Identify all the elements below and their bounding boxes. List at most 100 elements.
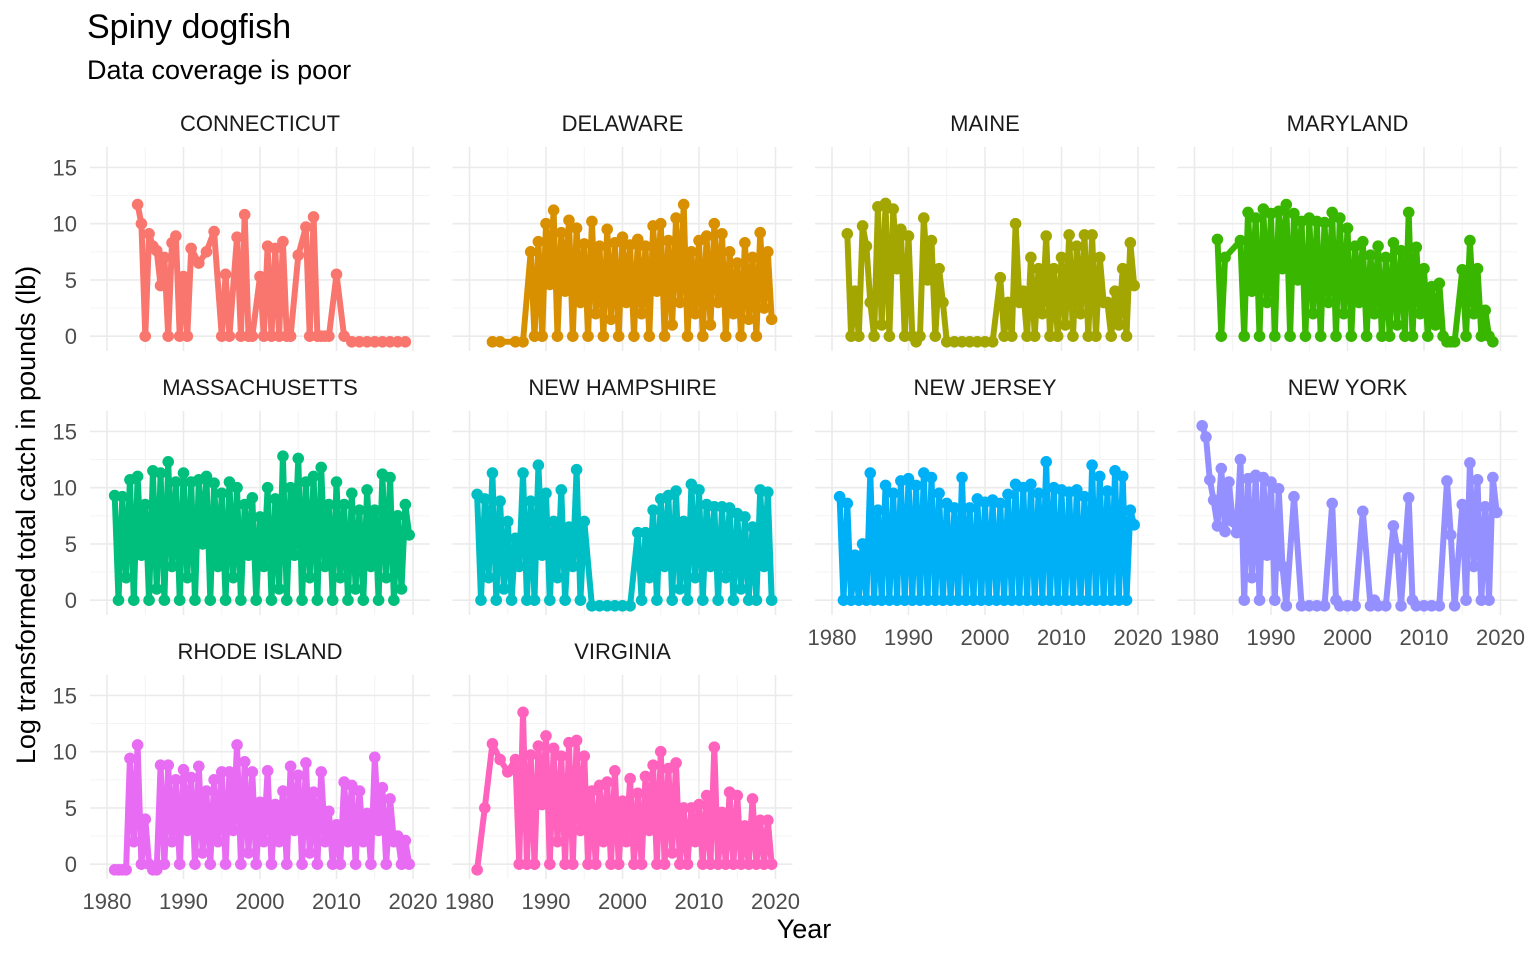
data-point	[685, 246, 698, 258]
data-point	[1246, 285, 1258, 297]
data-point	[948, 502, 961, 514]
x-tick-label: 2020	[1114, 625, 1163, 650]
data-point	[624, 772, 636, 785]
data-point	[704, 560, 717, 573]
data-point	[891, 262, 903, 275]
data-point	[712, 296, 724, 309]
data-point	[486, 738, 499, 750]
data-point	[524, 246, 537, 258]
data-point	[307, 786, 320, 798]
data-point	[689, 307, 701, 320]
data-point	[513, 560, 526, 573]
data-point	[643, 571, 656, 584]
data-point	[566, 858, 579, 870]
data-point	[242, 549, 255, 561]
data-point	[357, 835, 370, 848]
x-tick-label: 1990	[884, 625, 933, 650]
data-point	[739, 511, 751, 523]
data-point	[544, 594, 556, 606]
data-point	[368, 751, 381, 764]
data-point	[651, 594, 663, 606]
data-point	[1276, 560, 1289, 573]
data-point	[334, 858, 347, 870]
data-point	[292, 452, 305, 465]
data-point	[1269, 330, 1281, 342]
facet-panel: MAINE	[815, 111, 1155, 351]
data-point	[643, 330, 656, 342]
data-point	[399, 498, 412, 511]
data-point	[173, 858, 186, 870]
data-point	[1067, 330, 1079, 342]
data-point	[887, 487, 899, 500]
data-point	[570, 222, 583, 234]
data-point	[342, 594, 354, 606]
data-point	[296, 594, 308, 606]
data-point	[403, 858, 415, 870]
data-point	[895, 223, 907, 236]
data-point	[1441, 475, 1453, 487]
data-point	[330, 819, 343, 831]
data-point	[284, 330, 297, 342]
data-point	[120, 864, 132, 876]
data-point	[319, 835, 331, 848]
data-point	[1448, 336, 1461, 348]
data-point	[196, 847, 209, 859]
data-point	[124, 752, 136, 765]
data-point	[921, 274, 934, 286]
data-point	[200, 470, 213, 483]
data-point	[632, 233, 644, 246]
data-point	[1460, 330, 1472, 342]
data-point	[494, 495, 506, 507]
data-point	[277, 235, 289, 248]
data-point	[1116, 262, 1129, 275]
data-point	[1048, 262, 1060, 275]
data-point	[181, 571, 194, 584]
data-point	[1002, 296, 1014, 309]
data-point	[632, 787, 644, 800]
data-point	[1090, 330, 1102, 342]
data-point	[674, 296, 686, 309]
data-point	[933, 262, 945, 275]
data-point	[589, 307, 602, 320]
data-point	[330, 476, 343, 488]
data-point	[403, 529, 415, 541]
series-line	[1214, 201, 1496, 345]
data-point	[292, 249, 305, 261]
data-point	[501, 515, 514, 528]
data-point	[601, 223, 613, 236]
data-point	[1433, 277, 1446, 290]
data-point	[597, 835, 610, 848]
data-point	[219, 268, 232, 281]
data-point	[681, 858, 694, 870]
data-point	[1200, 431, 1212, 443]
data-point	[704, 319, 717, 331]
data-point	[1002, 488, 1014, 501]
data-point	[303, 571, 316, 584]
data-point	[1032, 487, 1045, 500]
data-point	[937, 296, 949, 309]
x-tick-label: 1980	[445, 889, 494, 914]
data-point	[1479, 501, 1491, 513]
data-point	[670, 485, 682, 497]
series-line	[111, 453, 413, 604]
data-point	[323, 330, 335, 342]
data-point	[208, 774, 220, 786]
data-point	[307, 470, 320, 483]
data-point	[677, 198, 690, 211]
data-point	[670, 757, 682, 769]
data-point	[849, 549, 861, 561]
data-point	[762, 486, 774, 498]
x-tick-label: 1990	[159, 889, 208, 914]
data-point	[963, 502, 976, 514]
data-point	[524, 495, 537, 507]
facet-panel: RHODE ISLAND 0 5 10 15 1980 1990 2000 2010 2020	[53, 639, 438, 914]
data-point	[223, 766, 236, 778]
data-point	[700, 789, 713, 802]
data-point	[1280, 198, 1293, 211]
data-point	[654, 217, 667, 230]
data-point	[1372, 240, 1384, 252]
data-point	[1360, 330, 1373, 342]
data-point	[395, 583, 408, 595]
data-point	[1265, 476, 1277, 488]
data-point	[635, 858, 648, 870]
